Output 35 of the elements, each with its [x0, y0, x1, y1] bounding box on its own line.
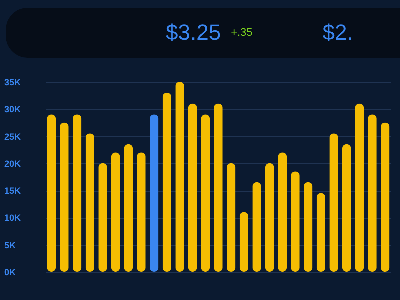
bar [150, 114, 159, 272]
y-tick-label: 20K [4, 158, 22, 169]
bar [60, 122, 69, 272]
y-tick-label: 30K [4, 104, 22, 115]
y-tick-label: 25K [4, 132, 22, 142]
y-tick-label: 10K [4, 213, 22, 224]
bar [368, 114, 377, 272]
bar [137, 152, 146, 272]
bar [226, 163, 236, 272]
y-tick-label: 15K [4, 186, 22, 196]
bar [111, 152, 120, 272]
bar [278, 152, 288, 272]
bar [124, 144, 134, 272]
bar [98, 163, 108, 272]
bar [240, 212, 249, 272]
bar [380, 122, 390, 272]
y-tick-label: 35K [4, 78, 22, 88]
bar [214, 104, 223, 272]
y-tick-label: 5K [4, 240, 17, 250]
y-tick-label: 0K [4, 268, 17, 278]
bar [47, 114, 56, 272]
bar [162, 92, 172, 272]
bar [330, 134, 338, 272]
bar [304, 182, 313, 272]
bar [291, 172, 300, 272]
bar [265, 163, 274, 272]
bar [72, 114, 82, 272]
ticker-panel: $3.25 +.35 $2. [6, 8, 400, 58]
bar [188, 104, 198, 272]
bar [86, 134, 95, 272]
bar [176, 82, 184, 272]
bar [316, 193, 326, 272]
bar [201, 114, 210, 272]
bar [342, 144, 352, 272]
bar [355, 104, 364, 272]
